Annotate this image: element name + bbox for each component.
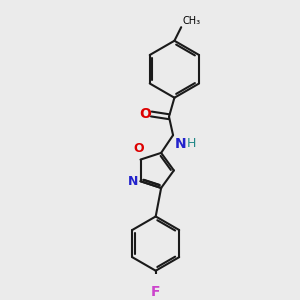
Text: CH₃: CH₃ <box>183 16 201 26</box>
Text: N: N <box>174 136 186 151</box>
Text: O: O <box>134 142 145 155</box>
Text: N: N <box>128 175 138 188</box>
Text: O: O <box>140 107 151 121</box>
Text: H: H <box>187 136 196 149</box>
Text: F: F <box>151 285 160 299</box>
